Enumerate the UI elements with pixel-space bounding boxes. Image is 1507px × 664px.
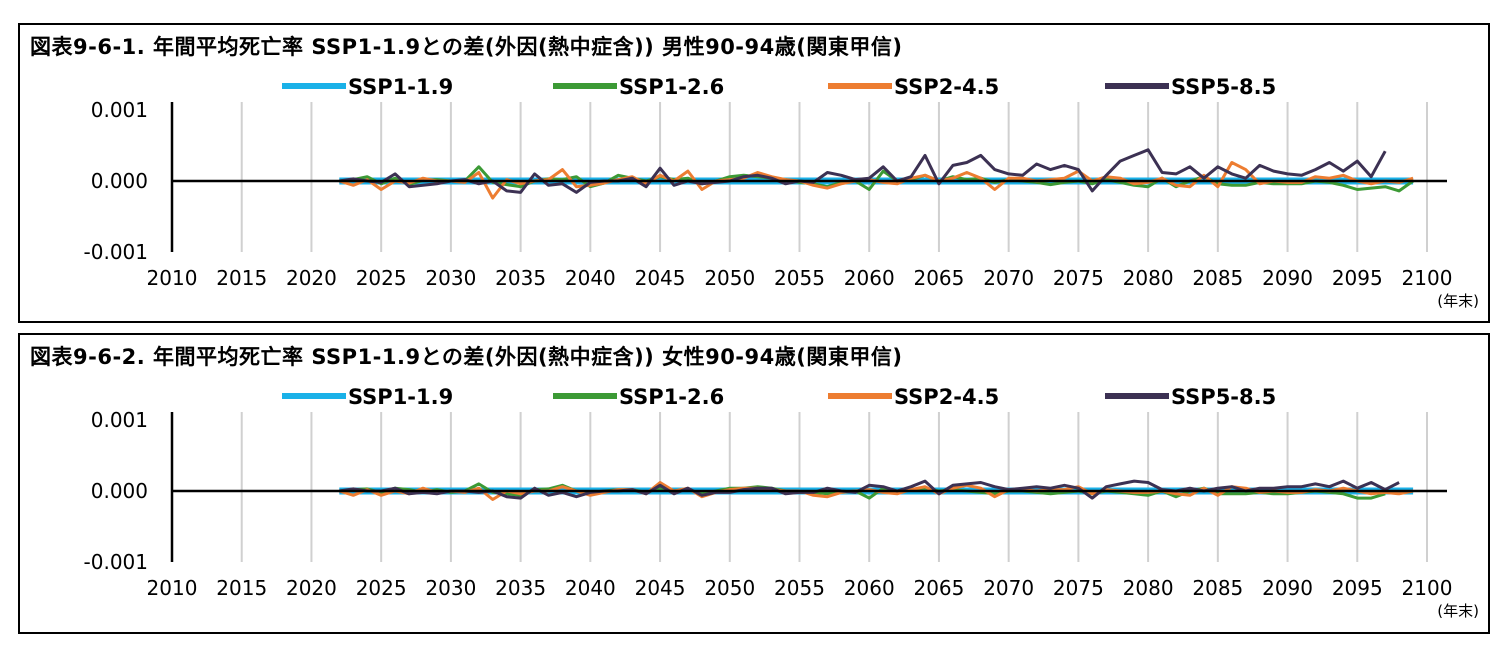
x-tick-label: 2035 [495, 576, 546, 600]
x-tick-label: 2100 [1402, 576, 1453, 600]
x-tick-label: 2095 [1332, 266, 1383, 290]
x-tick-label: 2010 [147, 576, 198, 600]
x-tick-label: 2030 [425, 576, 476, 600]
x-tick-label: 2075 [1053, 576, 1104, 600]
series-line-ssp5-8-5 [339, 479, 1400, 500]
y-tick-label: -0.001 [84, 240, 148, 264]
x-tick-label: 2080 [1123, 266, 1174, 290]
series-line-ssp5-8-5 [339, 148, 1387, 194]
legend-label: SSP5-8.5 [1171, 75, 1276, 99]
x-tick-label: 2060 [844, 266, 895, 290]
y-tick-label: 0.000 [91, 169, 148, 193]
x-tick-label: 2100 [1402, 266, 1453, 290]
x-tick-label: 2050 [704, 576, 755, 600]
legend-label: SSP2-4.5 [894, 75, 999, 99]
x-tick-label: 2025 [356, 576, 407, 600]
x-tick-label: 2015 [216, 576, 267, 600]
x-tick-label: 2070 [983, 266, 1034, 290]
x-tick-label: 2065 [913, 266, 964, 290]
legend-label: SSP1-2.6 [619, 385, 724, 409]
chart-female: 2010 2015 2020 2025 2030 2035 2040 2045 2050 2055… [84, 385, 1479, 620]
x-tick-label: 2085 [1192, 576, 1243, 600]
x-tick-label: 2030 [425, 266, 476, 290]
y-tick-label: -0.001 [84, 550, 148, 574]
legend-label: SSP2-4.5 [894, 385, 999, 409]
x-tick-label: 2075 [1053, 266, 1104, 290]
legend-label: SSP1-2.6 [619, 75, 724, 99]
legend-label: SSP1-1.9 [348, 385, 453, 409]
x-tick-label: 2045 [635, 576, 686, 600]
x-tick-label: 2080 [1123, 576, 1174, 600]
x-tick-label: 2095 [1332, 576, 1383, 600]
x-tick-label: 2010 [147, 266, 198, 290]
legend-label: SSP1-1.9 [348, 75, 453, 99]
x-tick-label: 2015 [216, 266, 267, 290]
legend-label: SSP5-8.5 [1171, 385, 1276, 409]
x-tick-label: 2040 [565, 576, 616, 600]
x-tick-label: 2050 [704, 266, 755, 290]
x-tick-label: 2040 [565, 266, 616, 290]
x-tick-label: 2085 [1192, 266, 1243, 290]
y-tick-label: 0.001 [91, 98, 148, 122]
x-tick-label: 2035 [495, 266, 546, 290]
x-tick-label: 2055 [774, 266, 825, 290]
x-tick-label: 2025 [356, 266, 407, 290]
x-tick-label: 2060 [844, 576, 895, 600]
x-tick-label: 2090 [1262, 576, 1313, 600]
chart-title: 図表9-6-1. 年間平均死亡率 SSP1-1.9との差(外因(熱中症含)) 男… [30, 35, 903, 59]
x-tick-label: 2020 [286, 576, 337, 600]
x-unit-label: (年末) [1437, 602, 1479, 620]
chart-title: 図表9-6-2. 年間平均死亡率 SSP1-1.9との差(外因(熱中症含)) 女… [30, 345, 903, 369]
chart-male: 2010 2015 2020 2025 2030 2035 2040 2045 2050 2055… [84, 75, 1479, 310]
y-tick-label: 0.001 [91, 408, 148, 432]
x-tick-label: 2045 [635, 266, 686, 290]
chart-panel-male: 2010 2015 2020 2025 2030 2035 2040 2045 2050 2055… [18, 23, 1490, 323]
x-tick-label: 2070 [983, 576, 1034, 600]
x-tick-label: 2020 [286, 266, 337, 290]
x-unit-label: (年末) [1437, 292, 1479, 310]
x-tick-label: 2065 [913, 576, 964, 600]
y-tick-label: 0.000 [91, 479, 148, 503]
x-tick-label: 2055 [774, 576, 825, 600]
x-tick-label: 2090 [1262, 266, 1313, 290]
chart-panel-female: 2010 2015 2020 2025 2030 2035 2040 2045 2050 2055… [18, 333, 1490, 634]
